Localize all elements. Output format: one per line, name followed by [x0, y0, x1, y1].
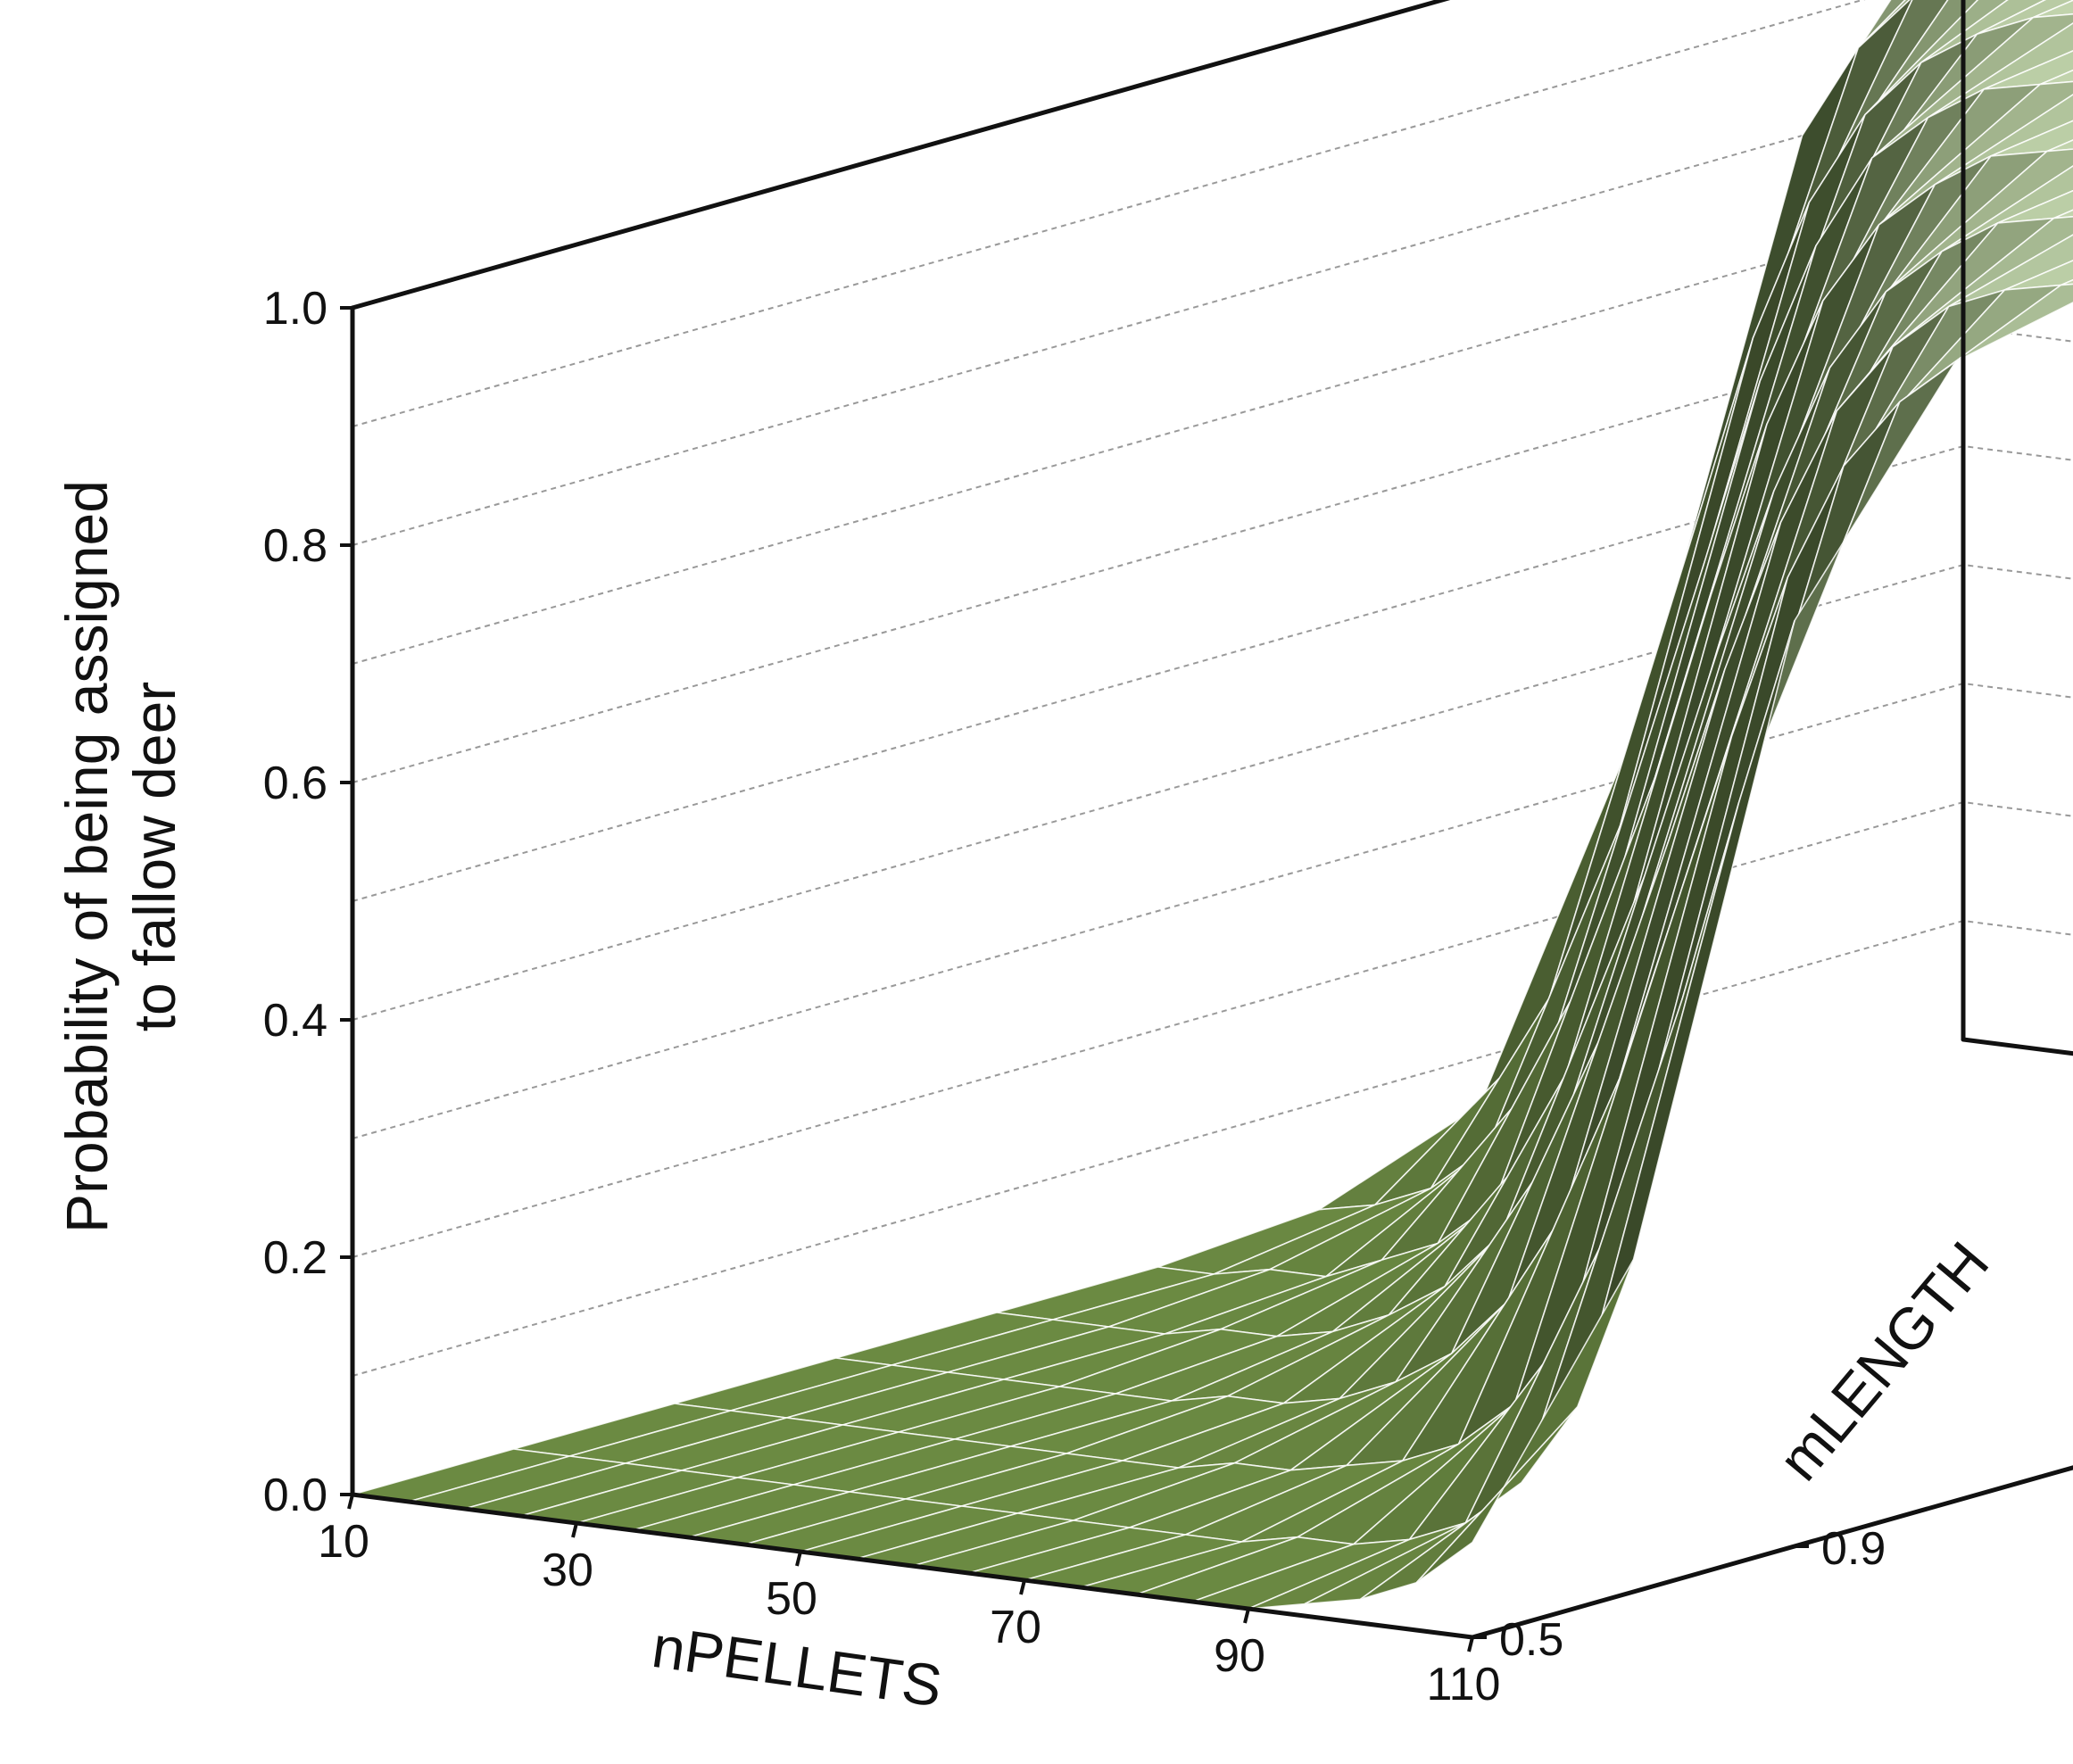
- z-tick-label: 0.6: [263, 758, 328, 809]
- z-tick-label: 0.0: [263, 1470, 328, 1521]
- probability-surface: [352, 0, 2073, 1610]
- y-axis-ticks: 0.50.91.31.72.12.5: [1472, 1523, 1886, 1666]
- x-tick-label: 110: [1427, 1659, 1501, 1710]
- axes: [350, 0, 2073, 1640]
- y-tick-label: 0.9: [1821, 1523, 1886, 1575]
- x-tick-mark: [347, 1494, 354, 1510]
- surface-cell: [2046, 139, 2073, 153]
- x-tick-mark: [571, 1522, 578, 1538]
- x-axis-ticks: 10 30 50 70 90 110: [318, 1494, 1501, 1710]
- x-tick-mark: [1243, 1608, 1250, 1624]
- surface-cell: [2039, 69, 2073, 86]
- x-tick-label: 70: [990, 1602, 1041, 1653]
- x-tick-label: 50: [766, 1573, 817, 1625]
- z-tick-label: 1.0: [263, 283, 328, 335]
- z-tick-label: 0.4: [263, 995, 328, 1047]
- right-wall-bottom-edge: [1961, 1037, 2073, 1056]
- z-tick-label: 0.8: [263, 520, 328, 572]
- x-tick-mark: [795, 1551, 802, 1567]
- z-axis-title-line2: to fallow deer: [121, 682, 187, 1032]
- x-tick-label: 10: [318, 1516, 369, 1568]
- z-tick-label: 0.2: [263, 1232, 328, 1284]
- y-axis-line: [1470, 1465, 2073, 1640]
- y-axis-title: mLENGTH: [1765, 1230, 2001, 1493]
- z-axis-title-line1: Probability of being assigned: [54, 480, 120, 1233]
- x-tick-mark: [1467, 1636, 1474, 1652]
- y-tick-label: 0.5: [1499, 1614, 1563, 1666]
- left-wall-top-edge: [350, 0, 1451, 311]
- x-axis-title: nPELLETS: [648, 1613, 946, 1719]
- x-tick-mark: [1019, 1579, 1026, 1595]
- surface-cell: [2053, 209, 2073, 219]
- surface-cell: [1415, 1259, 1635, 1584]
- x-tick-label: 90: [1214, 1630, 1265, 1682]
- z-axis-ticks: 0.0 0.2 0.4 0.6 0.8 1.0: [263, 283, 352, 1521]
- x-tick-label: 30: [542, 1545, 593, 1596]
- x-axis-line: [350, 1492, 1475, 1640]
